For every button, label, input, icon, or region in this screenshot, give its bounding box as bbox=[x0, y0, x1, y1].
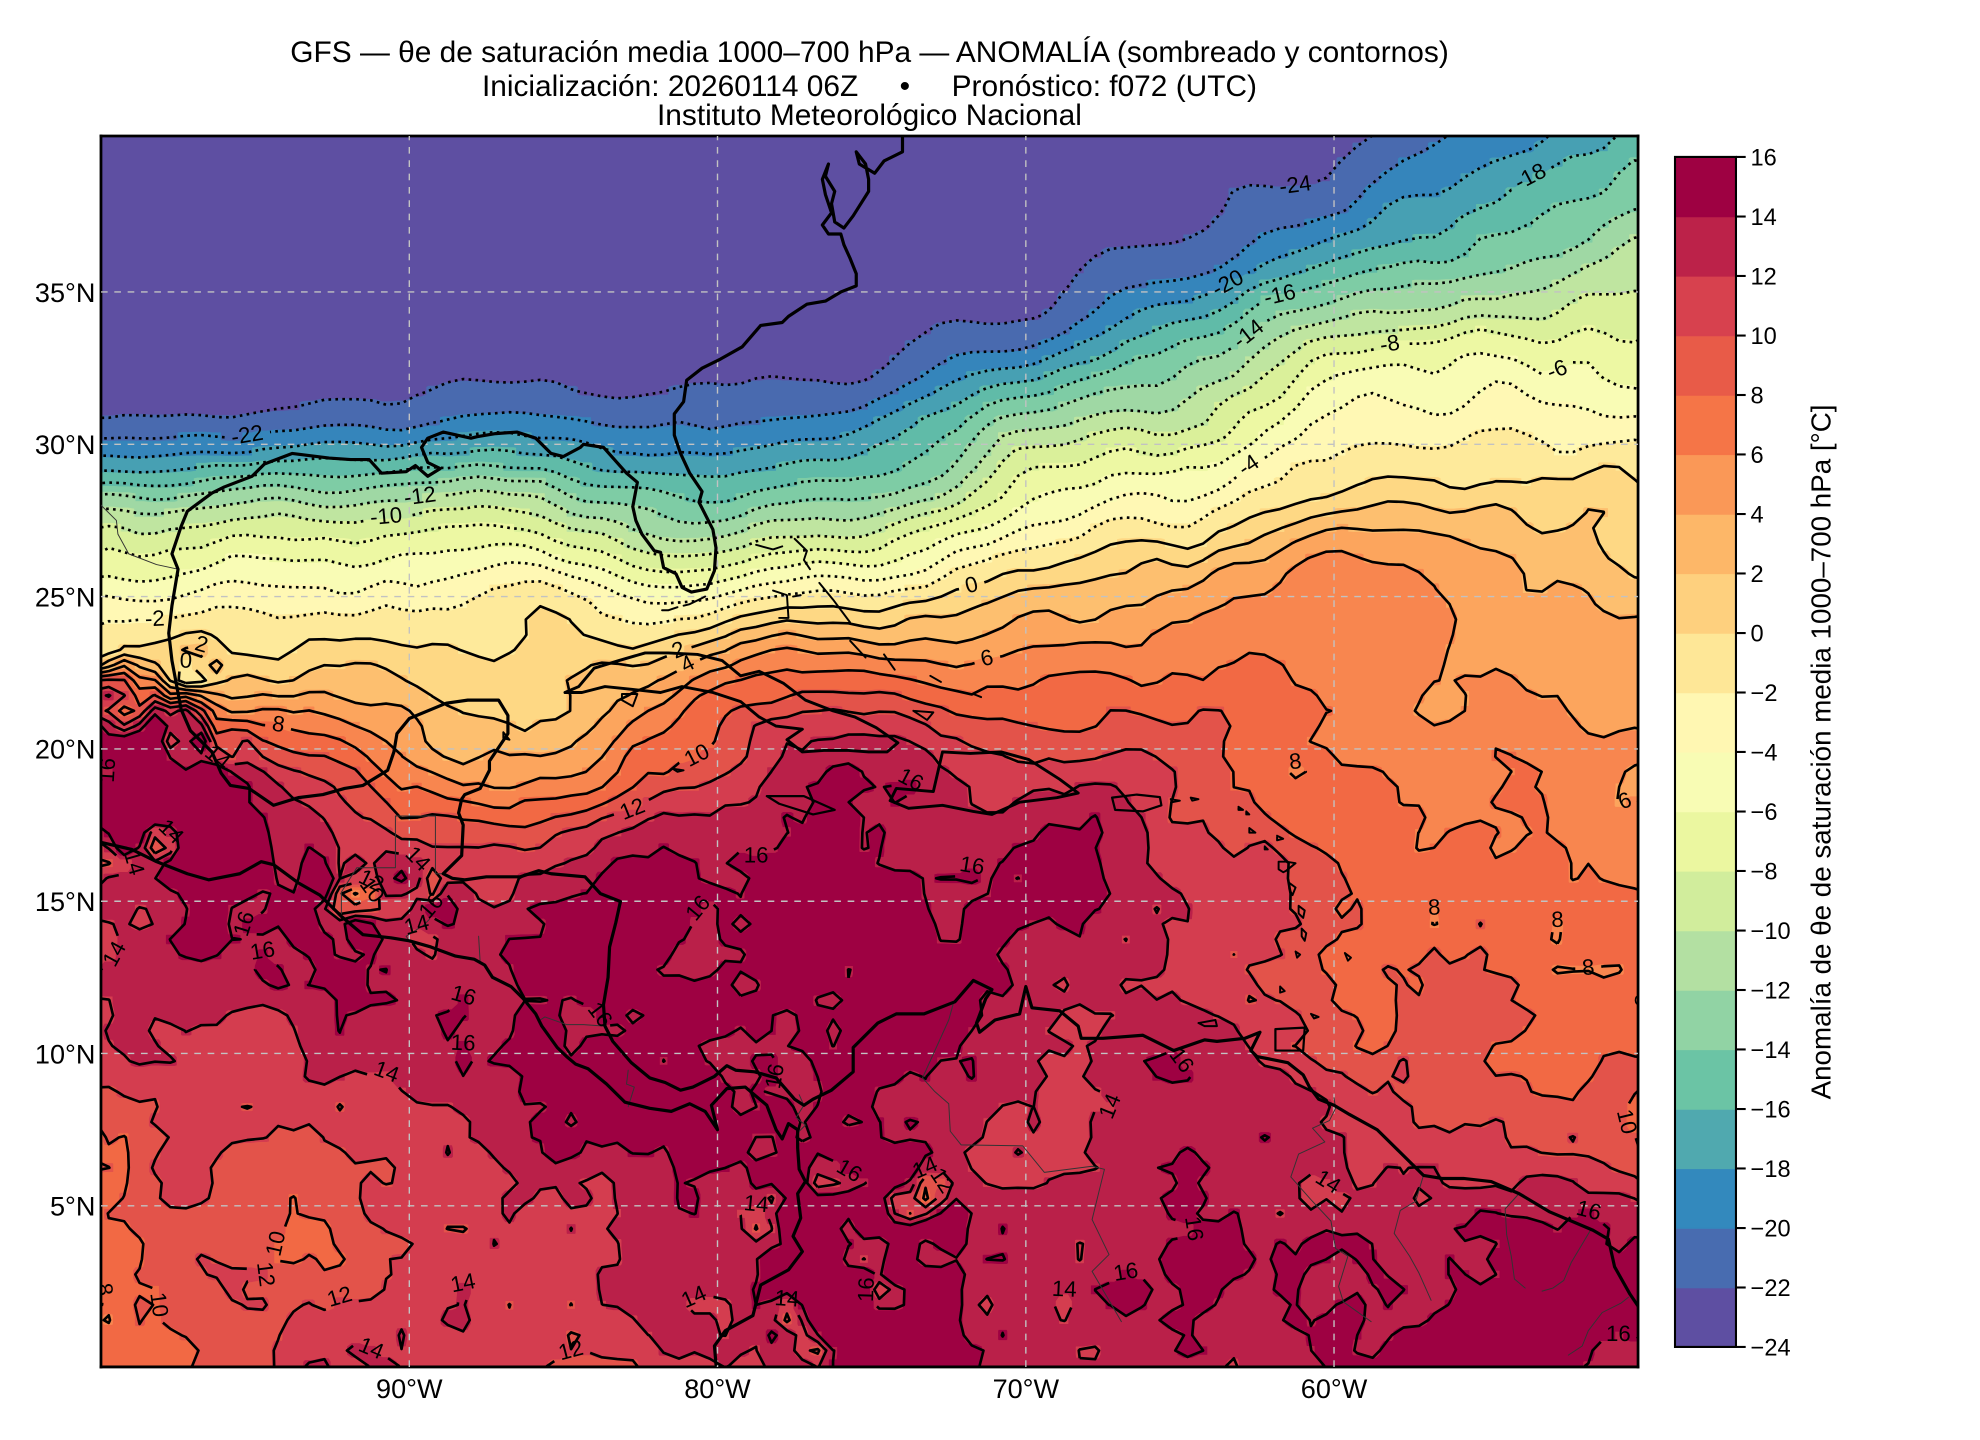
svg-text:20°N: 20°N bbox=[35, 734, 96, 765]
svg-text:10: 10 bbox=[145, 1291, 173, 1319]
svg-text:14: 14 bbox=[1751, 205, 1777, 231]
svg-text:35°N: 35°N bbox=[35, 277, 96, 308]
svg-text:16: 16 bbox=[1751, 146, 1777, 172]
svg-text:14: 14 bbox=[401, 909, 431, 939]
svg-text:6: 6 bbox=[1751, 443, 1764, 469]
svg-text:−6: −6 bbox=[1751, 800, 1778, 826]
svg-text:8: 8 bbox=[1551, 907, 1564, 932]
svg-text:−4: −4 bbox=[1751, 741, 1778, 767]
svg-text:−12: −12 bbox=[1751, 979, 1791, 1005]
svg-text:16: 16 bbox=[94, 757, 120, 783]
svg-text:0: 0 bbox=[1751, 622, 1764, 648]
svg-text:16: 16 bbox=[958, 851, 986, 880]
svg-text:GFS — θe de saturación media 1: GFS — θe de saturación media 1000–700 hP… bbox=[290, 36, 1449, 69]
svg-text:6: 6 bbox=[978, 644, 996, 671]
svg-text:−20: −20 bbox=[1751, 1217, 1791, 1243]
svg-text:16: 16 bbox=[450, 1030, 476, 1056]
svg-text:80°W: 80°W bbox=[684, 1373, 751, 1404]
svg-text:-8: -8 bbox=[1378, 330, 1402, 358]
svg-text:14: 14 bbox=[774, 1285, 800, 1312]
svg-text:-22: -22 bbox=[229, 420, 265, 450]
svg-text:Anomalía de θe de saturación m: Anomalía de θe de saturación media 1000–… bbox=[1806, 404, 1837, 1099]
svg-text:0: 0 bbox=[179, 648, 192, 673]
svg-text:−16: −16 bbox=[1751, 1097, 1791, 1123]
svg-text:10: 10 bbox=[1751, 324, 1777, 350]
svg-text:10: 10 bbox=[1612, 1107, 1642, 1137]
svg-text:−14: −14 bbox=[1751, 1038, 1791, 1064]
svg-text:14: 14 bbox=[1051, 1276, 1077, 1302]
svg-text:70°W: 70°W bbox=[993, 1373, 1060, 1404]
svg-text:0: 0 bbox=[962, 571, 980, 598]
svg-text:8: 8 bbox=[1427, 894, 1440, 920]
svg-text:8: 8 bbox=[92, 1281, 119, 1297]
svg-text:16: 16 bbox=[1180, 1214, 1208, 1242]
svg-text:16: 16 bbox=[744, 843, 769, 868]
svg-text:−18: −18 bbox=[1751, 1157, 1791, 1183]
svg-text:8: 8 bbox=[1751, 384, 1764, 410]
svg-text:12: 12 bbox=[556, 1335, 586, 1365]
svg-text:16: 16 bbox=[1112, 1257, 1140, 1286]
svg-text:−24: −24 bbox=[1751, 1336, 1791, 1362]
svg-text:−22: −22 bbox=[1751, 1276, 1791, 1302]
svg-text:8: 8 bbox=[270, 711, 286, 738]
svg-text:14: 14 bbox=[743, 1190, 770, 1217]
svg-text:10°N: 10°N bbox=[35, 1038, 96, 1069]
svg-text:2: 2 bbox=[1751, 562, 1764, 588]
svg-text:16: 16 bbox=[760, 1062, 789, 1091]
svg-text:90°W: 90°W bbox=[376, 1373, 443, 1404]
svg-text:16: 16 bbox=[853, 1277, 879, 1303]
svg-text:-12: -12 bbox=[402, 481, 437, 510]
svg-text:8: 8 bbox=[1630, 994, 1655, 1007]
svg-text:Inicialización: 20260114 06Z: Inicialización: 20260114 06Z • Pronóstic… bbox=[482, 70, 1257, 103]
svg-text:-2: -2 bbox=[144, 605, 165, 631]
svg-text:Instituto Meteorológico Nacion: Instituto Meteorológico Nacional bbox=[657, 99, 1082, 132]
svg-text:16: 16 bbox=[1574, 1195, 1604, 1225]
svg-text:4: 4 bbox=[1751, 503, 1764, 529]
svg-text:60°W: 60°W bbox=[1301, 1373, 1368, 1404]
svg-text:-10: -10 bbox=[369, 502, 403, 530]
svg-text:12: 12 bbox=[1751, 265, 1777, 291]
svg-text:6: 6 bbox=[1631, 838, 1658, 857]
svg-text:-24: -24 bbox=[1278, 170, 1313, 199]
svg-text:14: 14 bbox=[448, 1268, 477, 1297]
svg-text:25°N: 25°N bbox=[35, 581, 96, 612]
svg-text:−2: −2 bbox=[1751, 681, 1778, 707]
svg-text:−8: −8 bbox=[1751, 860, 1778, 886]
svg-text:30°N: 30°N bbox=[35, 429, 96, 460]
svg-text:15°N: 15°N bbox=[35, 886, 96, 917]
svg-text:5°N: 5°N bbox=[50, 1191, 95, 1222]
svg-text:−10: −10 bbox=[1751, 919, 1791, 945]
svg-text:16: 16 bbox=[248, 936, 276, 965]
svg-text:12: 12 bbox=[252, 1260, 280, 1288]
svg-text:16: 16 bbox=[1606, 1321, 1631, 1346]
svg-text:8: 8 bbox=[1581, 954, 1595, 980]
svg-text:10: 10 bbox=[261, 1229, 291, 1259]
svg-text:8: 8 bbox=[1288, 748, 1303, 774]
